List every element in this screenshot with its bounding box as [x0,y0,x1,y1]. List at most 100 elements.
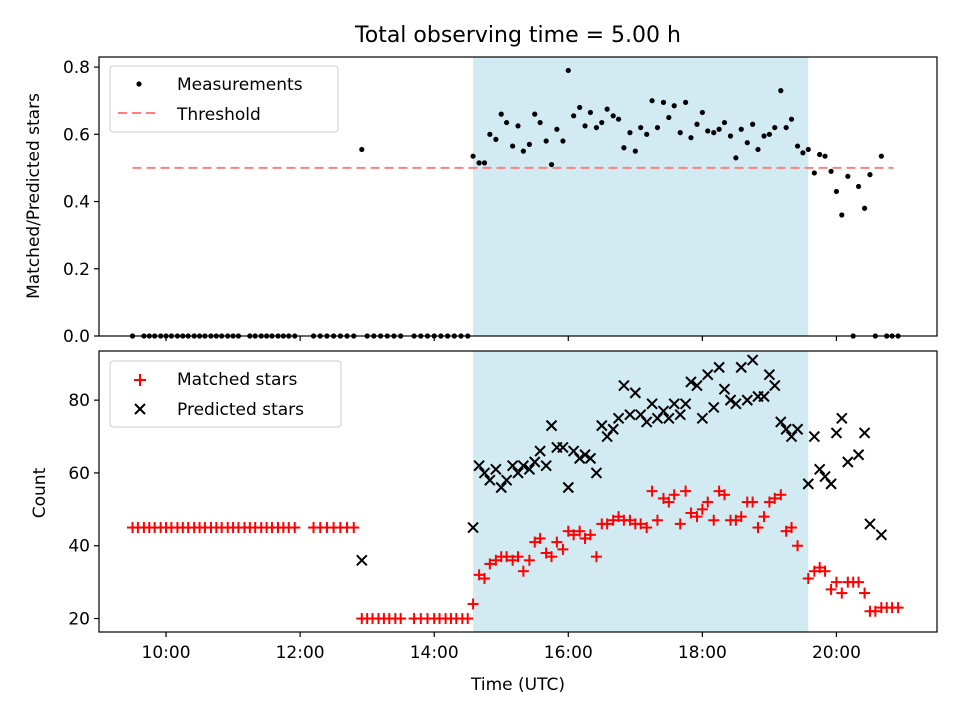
matched-star-point [819,565,831,577]
measurement-point [677,130,683,136]
matched-star-point [786,522,798,534]
top-legend-box [109,65,339,133]
measurement-point [733,155,739,161]
measurement-point [822,153,828,159]
matched-star-point [568,529,580,541]
x-tick-label: 16:00 [544,643,593,663]
measurement-point [599,119,605,126]
observing-window-shade [473,57,809,336]
predicted-star-point [730,398,742,410]
top-x-ticks [165,336,838,341]
predicted-star-point [875,529,888,541]
predicted-star-point [674,408,686,421]
x-tick-label: 14:00 [410,643,459,663]
measurement-point [800,150,806,156]
y-tick-label: 0.8 [63,58,90,78]
measurement-point [638,124,644,131]
predicted-star-point [663,412,675,425]
predicted-star-point [495,481,507,494]
measurement-point [778,88,784,94]
matched-star-point [557,543,569,555]
measurement-point [705,128,711,134]
matched-star-point [674,518,686,530]
predicted-star-point [708,401,720,414]
y-tick-label: 80 [68,391,90,411]
measurement-point [487,131,493,137]
predicted-star-point [529,456,541,468]
measurement-point [711,130,717,136]
matched-star-point [484,558,496,570]
measurement-point [504,119,510,126]
predicted-star-point [769,379,781,392]
predicted-star-point [646,398,658,410]
matched-star-point [859,587,871,599]
predicted-star-point [836,412,848,425]
predicted-star-point [724,394,737,406]
predicted-star-point [573,452,586,465]
measurement-point [721,119,728,126]
measurement-point [577,104,583,111]
measurement-point [772,124,778,131]
matched-star-point [534,532,546,544]
x-tick-label: 10:00 [142,643,191,663]
measurement-point [470,153,476,159]
measurement-point [716,126,722,132]
predicted-star-point [696,412,709,425]
measurement-point [510,143,516,149]
y-tick-label: 0.2 [63,260,90,280]
predicted-star-point [534,445,546,457]
predicted-star-point [612,412,625,425]
x-tick-label: 18:00 [678,643,727,663]
top-y-ticks: 0.0 0.2 0.4 0.6 0.8 [63,58,99,347]
measurement-point [359,146,365,153]
predicted-star-point [512,467,524,479]
predicted-star-point [802,478,814,490]
measurement-point [587,109,594,116]
measurement-point [783,124,789,131]
measurement-point [699,109,705,116]
matched-star-point [680,485,692,497]
measurement-point [878,153,884,159]
predicted-star-point [791,423,804,435]
measurement-point [604,106,610,112]
x-tick-label: 12:00 [276,643,325,663]
matched-star-point [574,525,586,537]
y-tick-label: 40 [68,537,90,557]
legend-matched-marker [134,374,146,386]
matched-star-point [792,540,804,552]
predicted-star-point [741,394,753,406]
measurement-point [610,113,616,119]
predicted-star-point [557,441,569,454]
measurement-point [582,123,588,129]
measurement-point [750,121,756,127]
measurement-point [761,133,767,139]
predicted-star-point [830,427,843,439]
measurement-point [532,111,538,117]
measurement-point [565,67,571,74]
matched-star-point [512,551,524,563]
matched-star-point [836,587,848,599]
bottom-legend-box [109,360,342,428]
chart-title: Total observing time = 5.00 h [354,23,681,48]
predicted-star-point [517,459,530,472]
measurement-point [621,145,627,151]
legend-threshold-label: Threshold [176,105,261,125]
predicted-star-point [813,463,826,476]
predicted-star-point [735,361,747,374]
matched-star-point [467,598,479,610]
measurement-point [515,123,521,129]
measurement-point [660,99,667,105]
measurement-point [788,116,795,122]
measurement-point [526,141,532,147]
matched-star-point [718,489,730,501]
measurement-point [688,135,694,141]
predicted-star-point [490,463,502,476]
matched-star-point [708,514,720,526]
measurement-point [861,205,868,211]
predicted-star-point [825,478,837,490]
predicted-star-point [500,474,513,486]
measurement-point [520,148,526,154]
x-tick-label: 20:00 [812,643,861,663]
matched-star-point [478,572,490,584]
